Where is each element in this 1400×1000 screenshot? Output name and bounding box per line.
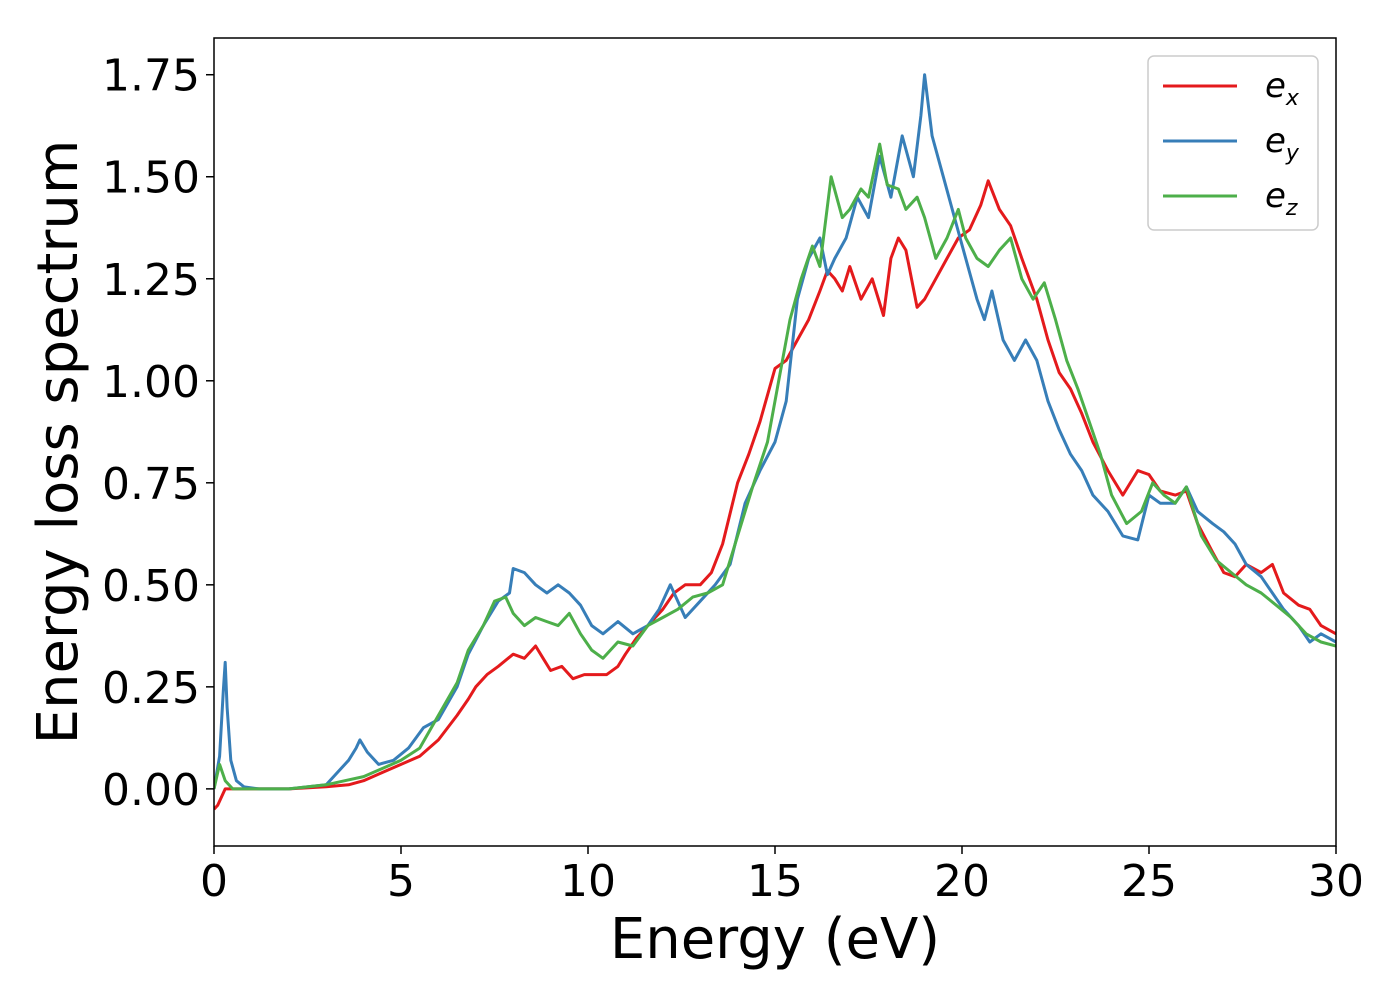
y-tick-label: 0.50 [102, 561, 200, 612]
legend-box [1147, 55, 1319, 231]
x-tick-label: 10 [560, 856, 616, 907]
x-axis-ticks: 0 5 10 15 20 25 30 [200, 846, 1364, 907]
series-layer [214, 73, 1336, 811]
x-tick-label: 5 [387, 856, 415, 907]
y-tick-label: 0.75 [102, 459, 200, 510]
y-axis-label: Energy loss spectrum [26, 140, 91, 745]
y-tick-label: 1.25 [102, 255, 200, 306]
y-tick-label: 0.25 [102, 663, 200, 714]
x-tick-label: 30 [1308, 856, 1364, 907]
x-tick-label: 25 [1121, 856, 1177, 907]
series-line-y [214, 73, 1336, 791]
y-tick-label: 0.00 [102, 765, 200, 816]
x-tick-label: 20 [934, 856, 990, 907]
series-line-z [214, 142, 1336, 791]
series-line-x [214, 179, 1336, 811]
x-tick-label: 15 [747, 856, 803, 907]
y-tick-label: 1.50 [102, 153, 200, 204]
x-tick-label: 0 [200, 856, 228, 907]
y-tick-label: 1.00 [102, 357, 200, 408]
y-tick-label: 1.75 [102, 51, 200, 102]
x-axis-label: Energy (eV) [610, 907, 940, 972]
y-axis-ticks: 0.00 0.25 0.50 0.75 1.00 1.25 1.50 1.75 [102, 51, 214, 816]
